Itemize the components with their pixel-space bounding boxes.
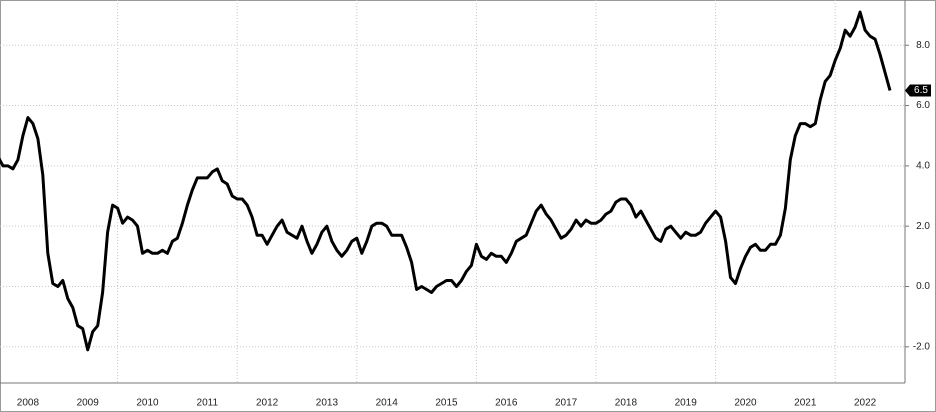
y-tick-label: 8.0 [916, 40, 930, 51]
line [0, 10, 892, 352]
last-value-label: 6.5 [914, 85, 928, 96]
x-tick-label: 2014 [376, 398, 399, 409]
x-tick-label: 2017 [555, 398, 578, 409]
x-tick-label: 2022 [854, 398, 877, 409]
x-tick-label: 2018 [615, 398, 638, 409]
y-tick-label: 2.0 [916, 221, 930, 232]
y-tick-label: 6.0 [916, 100, 930, 111]
x-tick-label: 2010 [136, 398, 159, 409]
y-tick-label: -2.0 [913, 341, 931, 352]
y-tick-label: 4.0 [916, 161, 930, 172]
x-tick-label: 2012 [256, 398, 279, 409]
grid [0, 0, 905, 383]
x-tick-label: 2011 [197, 398, 219, 409]
x-tick-label: 2008 [17, 398, 40, 409]
last-value-tag [905, 84, 931, 97]
x-tick-label: 2016 [495, 398, 518, 409]
y-tick-label: 0.0 [916, 281, 930, 292]
x-tick-label: 2013 [316, 398, 339, 409]
x-tick-label: 2019 [675, 398, 698, 409]
x-tick-label: 2009 [77, 398, 100, 409]
x-tick-label: 2020 [734, 398, 757, 409]
x-tick-label: 2021 [794, 398, 817, 409]
plot [0, 10, 892, 352]
x-tick-label: 2015 [435, 398, 458, 409]
